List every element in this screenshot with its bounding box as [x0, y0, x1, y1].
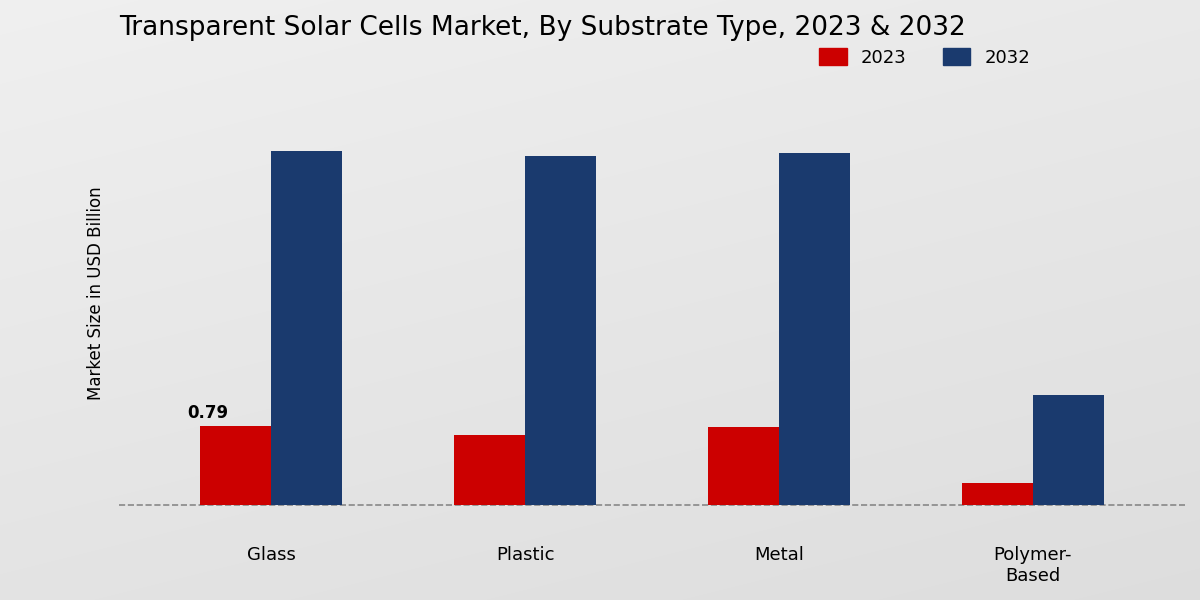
Bar [454, 436, 526, 505]
Text: Transparent Solar Cells Market, By Substrate Type, 2023 & 2032: Transparent Solar Cells Market, By Subst… [119, 15, 966, 41]
Y-axis label: Market Size in USD Billion: Market Size in USD Billion [86, 186, 106, 400]
Bar [779, 153, 850, 505]
Bar [271, 151, 342, 505]
Text: 0.79: 0.79 [187, 404, 228, 422]
Bar [526, 156, 596, 505]
Legend: 2023, 2032: 2023, 2032 [812, 41, 1037, 74]
Bar [961, 483, 1033, 505]
Bar [200, 427, 271, 505]
Bar [1033, 395, 1104, 505]
Bar [708, 427, 779, 505]
